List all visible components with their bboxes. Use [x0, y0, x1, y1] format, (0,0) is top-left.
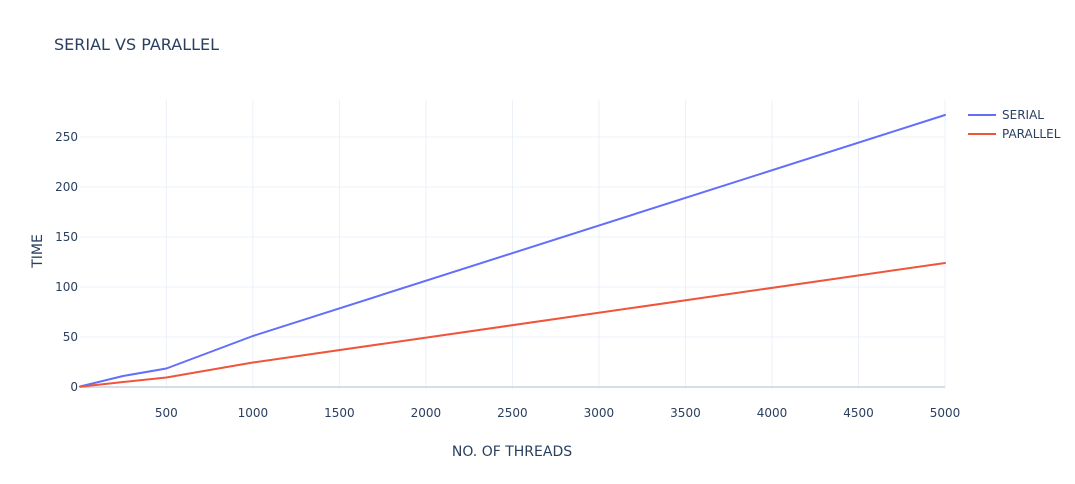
- x-tick-label: 5000: [930, 406, 961, 420]
- y-tick-label: 250: [55, 130, 78, 144]
- x-tick-label: 4500: [843, 406, 874, 420]
- x-tick-label: 4000: [757, 406, 788, 420]
- y-tick-label: 150: [55, 230, 78, 244]
- axes: 500 1000 1500 2000 2500 3000 3500 4000 4500 5000 0…: [55, 130, 960, 420]
- x-tick-label: 2000: [411, 406, 442, 420]
- x-axis-label: NO. OF THREADS: [452, 444, 572, 460]
- series-line-parallel[interactable]: [79, 262, 946, 388]
- y-tick-label: 100: [55, 280, 78, 294]
- x-tick-label: 3000: [584, 406, 615, 420]
- y-axis-label: TIME: [30, 234, 46, 269]
- legend-item-serial[interactable]: SERIAL: [968, 108, 1044, 122]
- chart-title: SERIAL VS PARALLEL: [54, 35, 219, 54]
- y-tick-label: 0: [70, 380, 78, 394]
- legend-label: PARALLEL: [1002, 127, 1061, 141]
- series-line-serial[interactable]: [79, 114, 946, 388]
- x-tick-label: 500: [155, 406, 178, 420]
- series-lines: [79, 114, 946, 388]
- x-tick-label: 3500: [670, 406, 701, 420]
- legend[interactable]: SERIAL PARALLEL: [968, 108, 1061, 141]
- x-tick-label: 2500: [497, 406, 528, 420]
- legend-label: SERIAL: [1002, 108, 1044, 122]
- y-tick-label: 50: [63, 330, 78, 344]
- y-tick-label: 200: [55, 180, 78, 194]
- x-tick-label: 1500: [324, 406, 355, 420]
- legend-item-parallel[interactable]: PARALLEL: [968, 127, 1061, 141]
- grid: [80, 100, 946, 389]
- x-tick-label: 1000: [238, 406, 269, 420]
